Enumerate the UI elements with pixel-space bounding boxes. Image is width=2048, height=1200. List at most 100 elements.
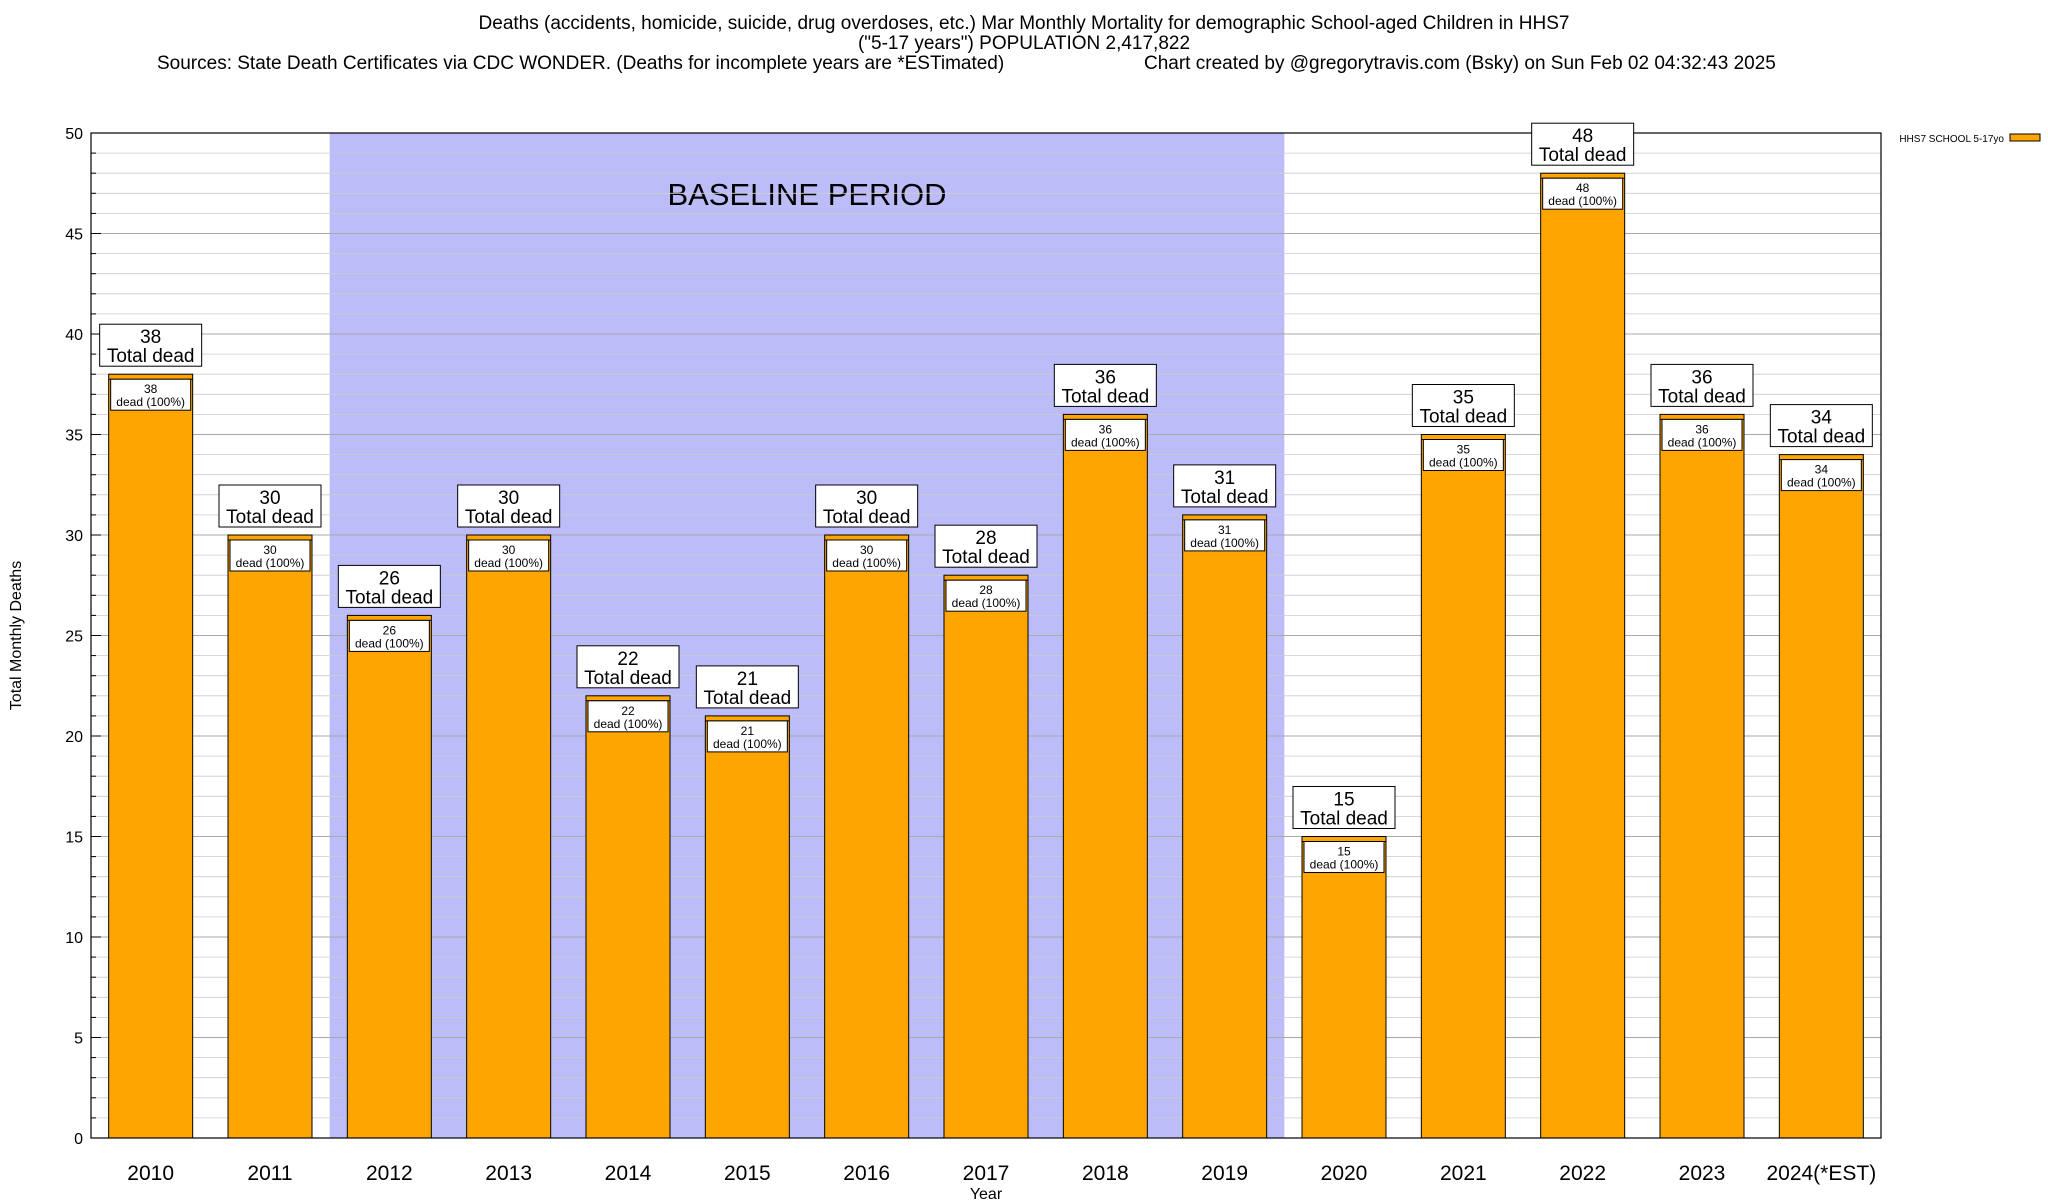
legend-swatch — [2009, 133, 2041, 142]
inner-label-box — [1064, 418, 1146, 451]
inner-label-text: dead (100%) — [594, 717, 663, 731]
total-label-text: Total dead — [1061, 386, 1149, 407]
total-label-text: Total dead — [942, 547, 1030, 568]
bar — [1778, 454, 1864, 1139]
y-tick-label: 50 — [65, 126, 83, 143]
total-label-text: Total dead — [1539, 145, 1627, 166]
total-label-box — [1292, 786, 1396, 829]
x-tick-label: 2013 — [485, 1162, 532, 1185]
inner-label-text: dead (100%) — [236, 556, 305, 570]
y-tick-label: 30 — [65, 528, 83, 545]
inner-label-text: dead (100%) — [1787, 476, 1856, 490]
chart-title: Deaths (accidents, homicide, suicide, dr… — [478, 13, 1570, 34]
x-tick-label: 2018 — [1082, 1162, 1129, 1185]
inner-label-value: 15 — [1337, 845, 1351, 859]
inner-label-box — [348, 619, 430, 652]
inner-label-text: dead (100%) — [1071, 435, 1140, 449]
x-axis-label: Year — [970, 1186, 1003, 1200]
total-label-text: Total dead — [1181, 487, 1269, 508]
total-label-box — [1531, 122, 1635, 166]
inner-label-text: dead (100%) — [1310, 858, 1379, 872]
inner-label-box — [826, 539, 908, 572]
inner-label-box — [1780, 459, 1862, 492]
total-label-value: 36 — [1095, 367, 1116, 388]
y-tick-label: 25 — [65, 629, 83, 646]
total-label-value: 30 — [259, 488, 280, 509]
total-label-value: 34 — [1811, 408, 1833, 429]
inner-label-value: 22 — [621, 704, 635, 718]
total-label-value: 38 — [140, 327, 161, 348]
y-tick-label: 45 — [65, 227, 83, 244]
inner-label-value: 30 — [502, 543, 516, 557]
x-tick-label: 2015 — [724, 1162, 771, 1185]
bar — [227, 534, 313, 1139]
y-axis-label: Total Monthly Deaths — [8, 561, 25, 710]
y-tick-label: 15 — [65, 830, 83, 847]
inner-label-value: 26 — [383, 623, 397, 637]
total-label-text: Total dead — [703, 688, 791, 709]
x-tick-label: 2021 — [1440, 1162, 1487, 1185]
inner-label-box — [945, 579, 1027, 612]
total-label-box — [99, 323, 203, 367]
inner-label-value: 30 — [860, 543, 874, 557]
inner-label-value: 28 — [979, 583, 993, 597]
inner-label-value: 36 — [1099, 422, 1113, 436]
inner-label-value: 35 — [1457, 443, 1471, 457]
legend-label: HHS7 SCHOOL 5-17yo — [1899, 134, 2004, 145]
x-tick-label: 2023 — [1679, 1162, 1726, 1185]
total-label-box — [1411, 384, 1515, 427]
total-label-box — [576, 645, 680, 689]
total-label-value: 15 — [1333, 790, 1354, 811]
total-label-text: Total dead — [107, 346, 195, 367]
inner-label-box — [110, 378, 192, 411]
chart-sources: Sources: State Death Certificates via CD… — [157, 53, 1005, 74]
inner-label-box — [1542, 177, 1624, 210]
bar — [1062, 413, 1148, 1139]
total-label-text: Total dead — [1419, 407, 1507, 428]
y-tick-label: 40 — [65, 327, 83, 344]
y-tick-label: 0 — [74, 1131, 83, 1148]
bar — [466, 534, 552, 1139]
inner-label-text: dead (100%) — [355, 636, 424, 650]
total-label-value: 48 — [1572, 126, 1593, 147]
total-label-value: 30 — [856, 488, 877, 509]
bar — [108, 373, 194, 1139]
y-tick-label: 5 — [74, 1031, 83, 1048]
total-label-text: Total dead — [584, 668, 672, 689]
bar — [1301, 836, 1387, 1139]
bar — [943, 574, 1029, 1139]
inner-label-text: dead (100%) — [1429, 456, 1498, 470]
y-tick-label: 20 — [65, 729, 83, 746]
total-label-box — [1650, 363, 1754, 407]
inner-label-value: 38 — [144, 382, 158, 396]
inner-label-value: 48 — [1576, 181, 1590, 195]
x-tick-label: 2020 — [1321, 1162, 1368, 1185]
inner-label-box — [1184, 519, 1266, 552]
inner-label-value: 30 — [263, 543, 277, 557]
bar — [1659, 413, 1745, 1139]
inner-label-value: 34 — [1815, 463, 1829, 477]
inner-label-value: 36 — [1695, 422, 1709, 436]
inner-label-value: 21 — [741, 724, 755, 738]
bar — [1420, 434, 1506, 1139]
total-label-text: Total dead — [1658, 386, 1746, 407]
x-tick-label: 2022 — [1559, 1162, 1606, 1185]
inner-label-text: dead (100%) — [713, 737, 782, 751]
y-tick-label: 35 — [65, 428, 83, 445]
bar — [1540, 172, 1626, 1139]
total-label-text: Total dead — [823, 507, 911, 528]
inner-label-box — [468, 539, 550, 572]
chart-credit: Chart created by @gregorytravis.com (Bsk… — [1144, 53, 1776, 74]
inner-label-box — [1661, 418, 1743, 451]
inner-label-text: dead (100%) — [474, 556, 543, 570]
total-label-text: Total dead — [345, 587, 433, 608]
x-tick-label: 2024(*EST) — [1766, 1162, 1876, 1185]
x-tick-label: 2011 — [247, 1162, 292, 1185]
bar — [1182, 514, 1268, 1139]
total-label-box — [695, 665, 799, 709]
total-label-text: Total dead — [1300, 809, 1388, 830]
axes-layer: 2010 2011 2012 2013 2014 2015 2016 2017 2018 2019… — [8, 126, 1882, 1200]
inner-label-value: 31 — [1218, 523, 1232, 537]
bar — [824, 534, 910, 1139]
bar — [585, 695, 671, 1139]
